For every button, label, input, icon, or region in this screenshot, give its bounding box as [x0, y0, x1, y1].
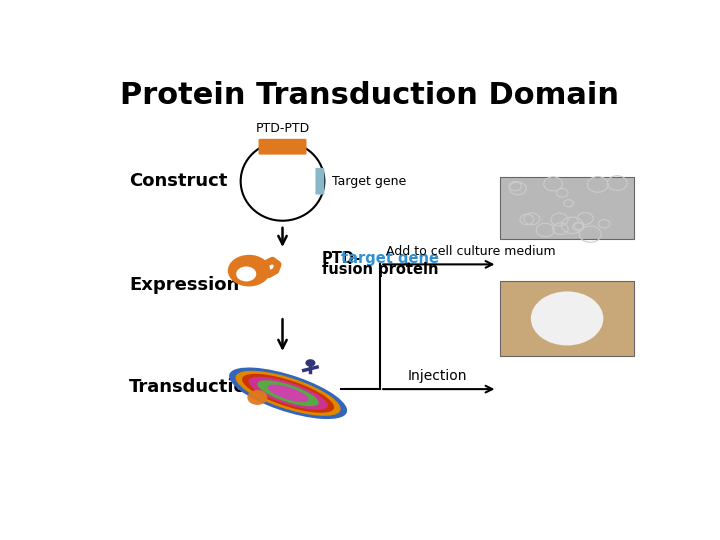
Ellipse shape: [235, 371, 341, 416]
FancyBboxPatch shape: [500, 177, 634, 239]
Text: PTD-: PTD-: [322, 251, 361, 266]
Ellipse shape: [248, 377, 328, 410]
Text: target gene: target gene: [341, 251, 438, 266]
Ellipse shape: [257, 380, 319, 406]
Circle shape: [236, 266, 256, 281]
Text: Target gene: Target gene: [332, 175, 406, 188]
Ellipse shape: [268, 384, 309, 402]
Text: Expression: Expression: [129, 276, 239, 294]
Ellipse shape: [242, 374, 334, 413]
Text: PTD-PTD: PTD-PTD: [256, 123, 310, 136]
Text: Injection: Injection: [408, 369, 467, 383]
Circle shape: [228, 255, 270, 286]
Text: Transduction: Transduction: [129, 378, 260, 396]
Circle shape: [531, 292, 603, 346]
Text: Construct: Construct: [129, 172, 228, 190]
FancyBboxPatch shape: [500, 281, 634, 356]
Text: Protein Transduction Domain: Protein Transduction Domain: [120, 82, 618, 111]
Circle shape: [248, 390, 267, 405]
Text: fusion protein: fusion protein: [322, 262, 438, 277]
Text: Add to cell culture medium: Add to cell culture medium: [386, 245, 555, 258]
Circle shape: [305, 359, 315, 367]
FancyBboxPatch shape: [258, 139, 307, 154]
FancyBboxPatch shape: [315, 168, 324, 194]
Ellipse shape: [229, 368, 347, 419]
